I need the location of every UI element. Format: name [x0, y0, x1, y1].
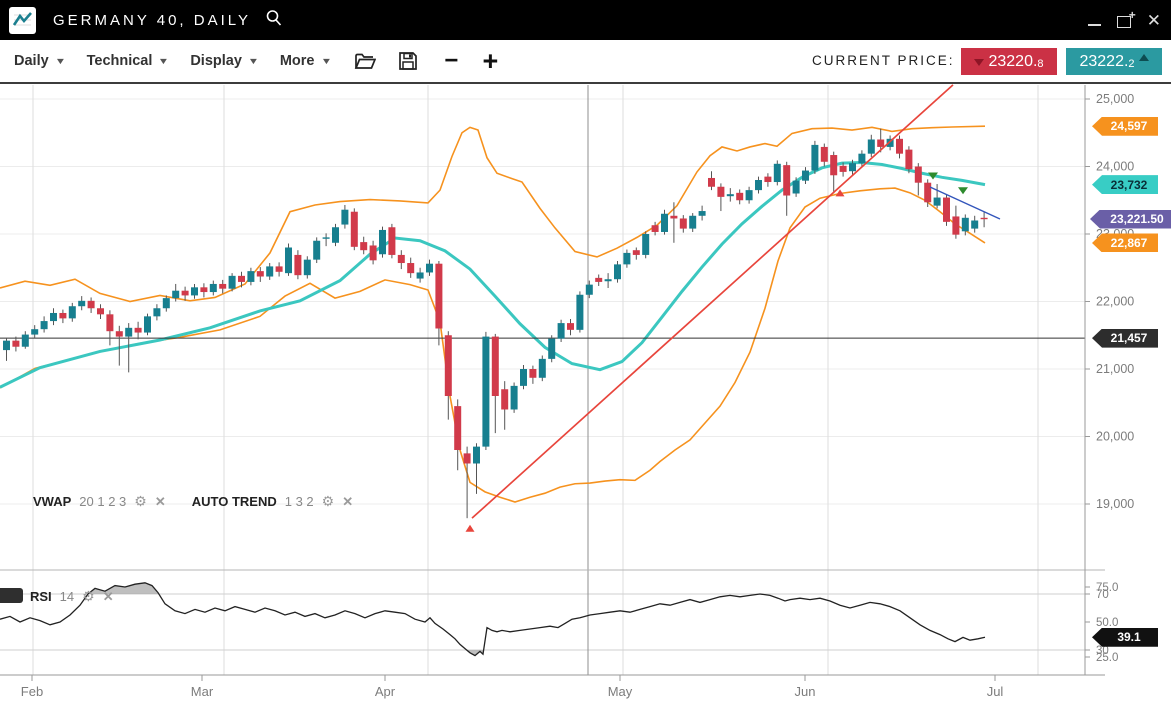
x-axis-month-label: Jul — [987, 684, 1004, 699]
candles-layer — [3, 128, 988, 519]
price-badge: 23,221.50 — [1090, 209, 1171, 229]
axis-labels-layer: 25,00024,00023,00022,00021,00020,00019,0… — [21, 92, 1134, 699]
rsi-legend-label: RSI — [30, 589, 52, 604]
y-axis-tick-label: 22,000 — [1096, 295, 1134, 309]
chevron-down-icon: ▼ — [54, 56, 66, 66]
bid-price-value: 23220. — [988, 52, 1038, 70]
close-icon[interactable]: ✕ — [342, 493, 354, 509]
close-window-button[interactable]: ✕ — [1146, 10, 1161, 30]
menu-more[interactable]: More ▼ — [279, 53, 332, 69]
rsi-tick-label: 50.0 — [1096, 617, 1118, 629]
menu-technical[interactable]: Technical ▼ — [86, 53, 170, 69]
ask-price-decimal: 2 — [1128, 58, 1135, 70]
ask-price-badge: 23222. 2 — [1066, 48, 1162, 75]
x-axis-month-label: Apr — [375, 684, 396, 699]
x-axis-month-label: May — [608, 684, 633, 699]
ask-price-value: 23222. — [1079, 52, 1129, 70]
price-down-arrow-icon — [974, 59, 985, 66]
x-axis-month-label: Jun — [795, 684, 816, 699]
bid-price-badge: 23220. 8 — [961, 48, 1057, 75]
rsi-tick-label: 25.0 — [1096, 652, 1118, 664]
lower-band-line — [0, 187, 986, 503]
gear-icon[interactable]: ⚙ — [134, 493, 147, 509]
trend-signal-up-icon — [465, 524, 475, 532]
y-axis-tick-label: 21,000 — [1096, 362, 1134, 376]
app-logo-icon — [9, 6, 36, 34]
menu-daily-label: Daily — [14, 53, 49, 69]
minimize-button[interactable] — [1087, 24, 1101, 26]
close-icon[interactable]: ✕ — [154, 493, 166, 509]
chevron-down-icon: ▼ — [247, 56, 260, 66]
toolbar: Daily ▼ Technical ▼ Display ▼ More ▼ − +… — [0, 40, 1171, 84]
open-folder-button[interactable] — [354, 52, 377, 70]
restore-plus-glyph: + — [1128, 8, 1136, 22]
y-axis-tick-label: 25,000 — [1096, 92, 1134, 106]
price-badge: 21,457 — [1092, 328, 1158, 348]
rsi-tick-label: 70 — [1096, 589, 1109, 601]
rsi-layer — [0, 582, 986, 657]
auto-trend-legend-label: AUTO TREND — [191, 494, 277, 509]
upper-band-line — [0, 125, 986, 303]
search-icon[interactable] — [265, 9, 283, 32]
auto-trend-legend-params: 1 3 2 — [284, 494, 314, 509]
rsi-pane-handle[interactable] — [0, 588, 23, 603]
rsi-tick-label: 75.0 — [1096, 582, 1118, 594]
rsi-line — [0, 582, 986, 657]
rsi-legend-params: 14 — [59, 589, 75, 604]
bid-price-decimal: 8 — [1037, 58, 1044, 70]
y-axis-tick-label: 24,000 — [1096, 160, 1134, 174]
zoom-in-button[interactable]: + — [482, 46, 499, 76]
x-axis-month-label: Mar — [191, 684, 214, 699]
trendlines-layer — [465, 84, 1001, 532]
menu-display-label: Display — [190, 53, 242, 69]
trend-signal-down-icon — [928, 172, 938, 180]
close-icon[interactable]: ✕ — [102, 588, 114, 604]
menu-more-label: More — [279, 53, 315, 69]
price-badge: 24,597 — [1092, 116, 1158, 136]
indicator-legend-row: VWAP 20 1 2 3 ⚙ ✕ AUTO TREND 1 3 2 ⚙ ✕ — [33, 493, 353, 510]
x-axis-month-label: Feb — [21, 684, 43, 699]
price-badge: 39.1 — [1092, 627, 1158, 647]
auto-trendline-up — [471, 84, 954, 519]
rsi-tick-label: 30 — [1096, 645, 1109, 657]
title-bar: GERMANY 40, DAILY + ✕ — [0, 0, 1171, 40]
y-axis-tick-label: 20,000 — [1096, 430, 1134, 444]
menu-daily[interactable]: Daily ▼ — [14, 53, 66, 69]
axes-layer — [0, 85, 1105, 676]
gear-icon[interactable]: ⚙ — [82, 588, 95, 604]
price-up-arrow-icon — [1138, 54, 1149, 61]
auto-trendline-down — [929, 186, 1001, 220]
menu-technical-label: Technical — [86, 53, 153, 69]
overlay-lines-layer — [0, 125, 1085, 503]
zoom-out-button[interactable]: − — [444, 47, 459, 74]
trend-signal-down-icon — [958, 187, 968, 195]
menu-display[interactable]: Display ▼ — [190, 53, 260, 69]
y-axis-tick-label: 19,000 — [1096, 497, 1134, 511]
price-badge: 22,867 — [1092, 233, 1158, 253]
rsi-legend-row: RSI 14 ⚙ ✕ — [30, 588, 114, 605]
save-button[interactable] — [398, 51, 418, 71]
page-title: GERMANY 40, DAILY — [53, 11, 251, 29]
price-badge: 23,732 — [1092, 175, 1158, 195]
restore-window-button[interactable]: + — [1116, 8, 1136, 28]
vwap-legend-params: 20 1 2 3 — [79, 494, 127, 509]
trend-signal-up-icon — [835, 189, 845, 197]
current-price-label: CURRENT PRICE: — [812, 53, 955, 68]
chevron-down-icon: ▼ — [320, 56, 332, 66]
gear-icon[interactable]: ⚙ — [321, 493, 335, 509]
chevron-down-icon: ▼ — [158, 56, 170, 66]
vwap-legend-label: VWAP — [33, 494, 72, 509]
